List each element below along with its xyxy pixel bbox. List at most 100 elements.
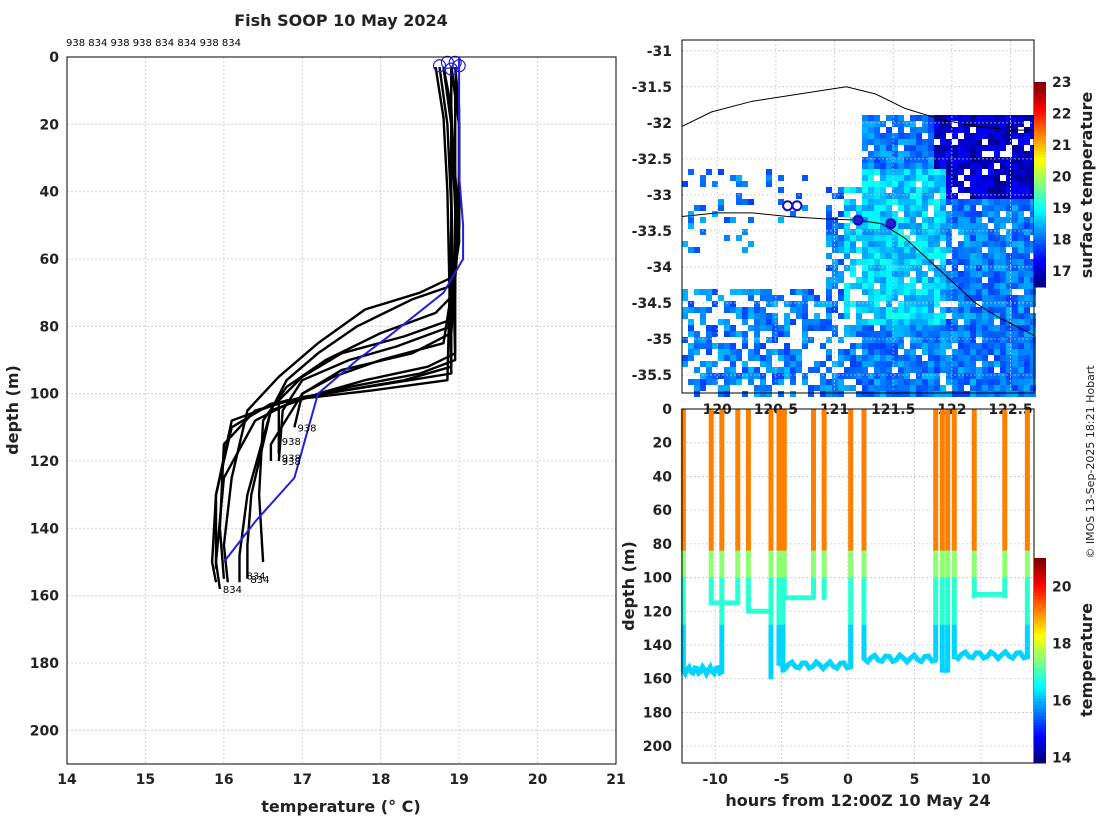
sst-cell bbox=[928, 349, 934, 355]
sst-cell bbox=[808, 337, 814, 343]
sst-cell bbox=[976, 211, 982, 217]
sst-cell bbox=[886, 115, 892, 121]
sst-cell bbox=[742, 391, 748, 397]
sst-cell bbox=[832, 193, 838, 199]
sst-cell bbox=[934, 301, 940, 307]
sst-cell bbox=[844, 367, 850, 373]
sst-cell bbox=[844, 199, 850, 205]
sst-cell bbox=[958, 385, 964, 391]
sst-cell bbox=[1030, 241, 1036, 247]
cast-segment bbox=[951, 543, 957, 552]
sst-cell bbox=[928, 193, 934, 199]
sst-cell bbox=[1012, 277, 1018, 283]
sst-cell bbox=[766, 319, 772, 325]
sst-cell bbox=[748, 217, 754, 223]
sst-cell bbox=[922, 295, 928, 301]
sst-cell bbox=[778, 349, 784, 355]
cast-segment bbox=[848, 591, 854, 599]
sst-cell bbox=[1024, 253, 1030, 259]
sst-cell bbox=[994, 205, 1000, 211]
map-lon-tick-label: 122.5 bbox=[988, 402, 1032, 418]
sst-cell bbox=[856, 247, 862, 253]
map-colorbar-segment bbox=[1034, 222, 1046, 226]
sst-cell bbox=[934, 133, 940, 139]
cast-segment bbox=[779, 543, 785, 552]
sst-cell bbox=[856, 373, 862, 379]
sst-cell bbox=[922, 199, 928, 205]
cast-segment bbox=[768, 645, 774, 653]
sst-cell bbox=[1024, 139, 1030, 145]
sst-cell bbox=[916, 247, 922, 253]
sst-cell bbox=[856, 343, 862, 349]
cast-segment bbox=[719, 651, 725, 659]
sst-cell bbox=[916, 199, 922, 205]
sst-cell bbox=[904, 289, 910, 295]
sst-cell bbox=[880, 373, 886, 379]
sst-cell bbox=[910, 313, 916, 319]
sst-cell bbox=[874, 379, 880, 385]
sst-cell bbox=[736, 313, 742, 319]
cast-bottom-trace bbox=[951, 648, 1030, 663]
vessel-ids-label: 938 834 938 938 834 834 938 834 bbox=[66, 38, 241, 49]
sst-cell bbox=[1030, 277, 1036, 283]
cast-segment bbox=[781, 537, 787, 545]
sst-cell bbox=[988, 253, 994, 259]
cast-segment bbox=[933, 618, 939, 626]
sst-cell bbox=[964, 205, 970, 211]
sst-cell bbox=[1012, 235, 1018, 241]
cast-segment bbox=[945, 543, 951, 552]
profile-line bbox=[269, 66, 461, 461]
sst-cell bbox=[922, 343, 928, 349]
sst-cell bbox=[832, 331, 838, 337]
surface-marker bbox=[440, 55, 454, 69]
sst-cell bbox=[784, 343, 790, 349]
sst-cell bbox=[982, 127, 988, 133]
sst-cell bbox=[826, 265, 832, 271]
sst-cell bbox=[922, 277, 928, 283]
cast-segment bbox=[848, 570, 854, 579]
cast-segment bbox=[971, 530, 977, 538]
sst-cell bbox=[1024, 169, 1030, 175]
sst-cell bbox=[826, 235, 832, 241]
sst-cell bbox=[928, 223, 934, 229]
sst-cell bbox=[994, 343, 1000, 349]
sst-cell bbox=[838, 379, 844, 385]
cast-segment bbox=[781, 483, 787, 491]
cast-segment bbox=[1024, 442, 1030, 450]
sst-cell bbox=[994, 385, 1000, 391]
cast-segment bbox=[945, 618, 951, 626]
sst-cell bbox=[886, 193, 892, 199]
map-colorbar-segment bbox=[1034, 116, 1046, 121]
sst-cell bbox=[940, 349, 946, 355]
cast-segment bbox=[735, 510, 741, 518]
sst-cell bbox=[838, 349, 844, 355]
sst-cell bbox=[724, 385, 730, 391]
cast-segment bbox=[939, 584, 945, 592]
cast-segment bbox=[779, 449, 785, 457]
cast-segment bbox=[719, 435, 725, 444]
sst-cell bbox=[1024, 163, 1030, 169]
cast-segment bbox=[680, 409, 686, 417]
sst-cell bbox=[1006, 187, 1012, 193]
cast-segment bbox=[951, 442, 957, 450]
sst-cell bbox=[742, 289, 748, 295]
sst-cell bbox=[952, 283, 958, 289]
cast-segment bbox=[821, 429, 827, 437]
sst-cell bbox=[796, 193, 802, 199]
cast-segment bbox=[776, 530, 782, 538]
sst-cell bbox=[778, 187, 784, 193]
sst-cell bbox=[796, 349, 802, 355]
sst-cell bbox=[988, 367, 994, 373]
sst-cell bbox=[964, 187, 970, 193]
sst-cell bbox=[802, 307, 808, 313]
sst-cell bbox=[994, 211, 1000, 217]
sst-cell bbox=[844, 355, 850, 361]
sst-cell bbox=[976, 325, 982, 331]
sst-cell bbox=[1006, 295, 1012, 301]
sst-cell bbox=[982, 355, 988, 361]
section-y-tick-label: 0 bbox=[662, 402, 672, 418]
sst-cell bbox=[958, 289, 964, 295]
sst-cell bbox=[904, 121, 910, 127]
sst-cell bbox=[916, 205, 922, 211]
sst-cell bbox=[1000, 127, 1006, 133]
